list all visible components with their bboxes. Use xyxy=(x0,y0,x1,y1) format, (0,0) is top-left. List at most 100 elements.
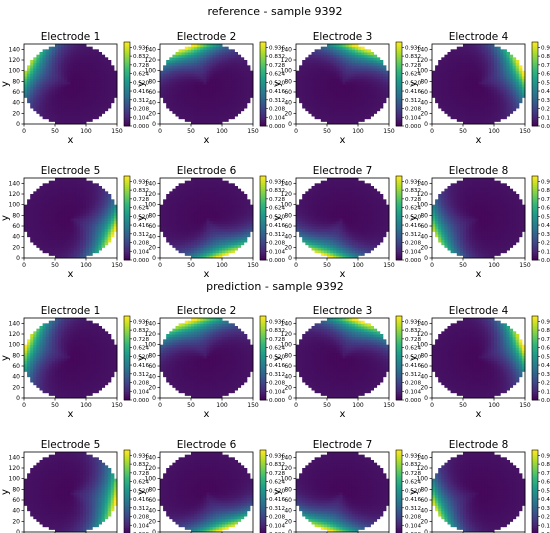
heat-cell xyxy=(197,46,201,50)
heat-cell xyxy=(379,60,384,64)
heat-cell xyxy=(92,102,96,106)
heat-cell xyxy=(339,84,343,88)
colorbar-segment xyxy=(260,92,266,95)
y-tick-label: 0 xyxy=(16,121,20,128)
heat-cell xyxy=(48,108,53,112)
heat-cell xyxy=(323,76,328,80)
heat-cell xyxy=(95,62,99,66)
heat-cell xyxy=(169,81,173,85)
heat-cell xyxy=(231,113,235,117)
heat-cell xyxy=(218,118,223,122)
heat-cell xyxy=(172,84,176,88)
heat-cell xyxy=(104,105,109,109)
heat-cell xyxy=(197,60,201,64)
heat-cell xyxy=(113,76,118,80)
heat-cell xyxy=(222,60,226,64)
heat-cell xyxy=(58,118,62,122)
heat-cell xyxy=(92,57,96,61)
heat-cell xyxy=(314,108,319,112)
heat-cell xyxy=(191,84,195,88)
heat-cell xyxy=(200,100,204,104)
y-tick-label: 80 xyxy=(12,212,20,219)
heat-cell xyxy=(169,65,173,69)
heat-cell xyxy=(339,89,343,93)
heat-cell xyxy=(317,68,322,72)
heat-cell xyxy=(92,89,96,93)
heat-cell xyxy=(323,116,328,120)
heat-cell xyxy=(299,97,303,101)
heat-cell xyxy=(58,46,62,50)
colorbar-tick-label: 0.312 xyxy=(133,98,149,104)
heat-cell xyxy=(228,49,232,53)
heat-cell xyxy=(225,76,229,80)
heat-cell xyxy=(79,54,84,58)
heat-cell xyxy=(58,81,62,85)
heat-cell xyxy=(435,65,439,69)
heat-cell xyxy=(222,116,226,120)
heat-cell xyxy=(317,62,322,66)
heat-cell xyxy=(187,116,192,120)
colorbar-segment xyxy=(124,92,130,95)
heat-cell xyxy=(231,108,235,112)
y-tick-label: 20 xyxy=(12,110,20,117)
heat-cell xyxy=(249,81,254,85)
heat-cell xyxy=(58,65,62,69)
heat-cell xyxy=(172,92,176,96)
heat-cell xyxy=(339,46,343,50)
heat-cell xyxy=(107,81,112,85)
heat-cell xyxy=(345,92,350,96)
y-tick-label: 40 xyxy=(148,234,156,241)
heat-cell xyxy=(79,78,84,82)
colorbar-tick-label: 0.104 xyxy=(269,249,285,255)
heat-cell xyxy=(178,52,183,56)
heat-cell xyxy=(345,113,350,117)
heat-cell xyxy=(314,60,319,64)
heat-cell xyxy=(314,89,319,93)
heat-cell xyxy=(302,73,306,77)
heat-cell xyxy=(48,86,53,90)
heat-cell xyxy=(240,76,245,80)
heat-cell xyxy=(98,73,102,77)
heat-cell xyxy=(314,92,319,96)
heat-cell xyxy=(222,118,226,122)
heat-cell xyxy=(191,65,195,69)
heat-cell xyxy=(92,70,96,74)
heat-cell xyxy=(58,84,62,88)
heat-cell xyxy=(348,102,353,106)
heat-cell xyxy=(342,92,347,96)
heat-cell xyxy=(45,68,50,72)
heat-cell xyxy=(169,100,173,104)
prediction-section-title: prediction - sample 9392 xyxy=(206,280,344,293)
heat-cell xyxy=(194,113,198,117)
heat-cell xyxy=(51,116,56,120)
heat-cell xyxy=(33,62,37,66)
heat-cell xyxy=(314,105,319,109)
heat-cell xyxy=(166,97,170,101)
colorbar-segment xyxy=(260,46,266,49)
heat-cell xyxy=(64,49,68,53)
heat-cell xyxy=(209,84,214,88)
colorbar-segment xyxy=(124,107,130,110)
y-tick-label: 40 xyxy=(12,100,20,107)
heat-cell xyxy=(92,86,96,90)
heat-cell xyxy=(228,73,232,77)
heat-cell xyxy=(51,100,56,104)
x-tick-label: 150 xyxy=(111,128,123,135)
heat-cell xyxy=(70,100,75,104)
heat-cell xyxy=(92,62,96,66)
heat-cell xyxy=(45,97,50,101)
heat-cell xyxy=(172,110,176,114)
heat-cell xyxy=(197,84,201,88)
heat-cell xyxy=(51,89,56,93)
heat-cell xyxy=(308,60,312,64)
heat-cell xyxy=(48,60,53,64)
x-axis-label: x xyxy=(68,269,74,280)
heat-cell xyxy=(101,102,106,106)
heat-cell xyxy=(234,57,238,61)
heat-cell xyxy=(240,78,245,82)
heat-cell xyxy=(333,57,337,61)
heat-cell xyxy=(58,70,62,74)
heat-cell xyxy=(95,113,99,117)
heat-cell xyxy=(79,81,84,85)
heat-cell xyxy=(89,68,93,72)
